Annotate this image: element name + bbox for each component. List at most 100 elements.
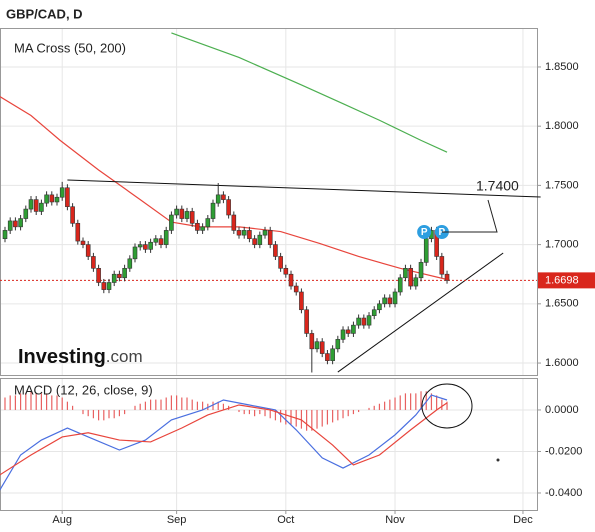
y-tick-label: 1.8500 — [545, 61, 579, 73]
candle-body — [179, 208, 185, 219]
macd-label: MACD (12, 26, close, 9) — [14, 382, 153, 397]
candle-body — [39, 202, 44, 212]
chart-title: GBP/CAD, D — [6, 6, 83, 21]
candle-body — [80, 240, 86, 245]
candle-body — [54, 196, 60, 203]
candle-body — [403, 267, 408, 279]
candle-body — [247, 230, 252, 239]
marker-label: P — [438, 227, 445, 238]
candle-body — [226, 199, 231, 216]
candle-body — [314, 341, 320, 350]
candle-body — [377, 303, 382, 311]
candle-body — [163, 230, 169, 245]
candle-body — [392, 291, 398, 305]
indicator-line — [337, 252, 504, 373]
logo: Investing.com — [18, 346, 143, 368]
candle-body — [70, 206, 75, 224]
candle-body — [371, 309, 377, 316]
y-tick-label: -0.0400 — [545, 487, 582, 499]
candle-body — [345, 329, 351, 334]
candle-body — [85, 244, 91, 257]
annotation-pointer — [442, 199, 498, 233]
marker-label: P — [421, 227, 428, 238]
candle-body — [28, 199, 34, 210]
candle-body — [174, 208, 179, 216]
candle-body — [23, 208, 29, 219]
candle-body — [366, 315, 372, 326]
candle-body — [137, 244, 143, 248]
logo-name: Investing — [18, 346, 106, 368]
candle-body — [304, 309, 309, 334]
candle-body — [319, 341, 325, 354]
candle-body — [335, 339, 341, 350]
candle-body — [340, 329, 346, 340]
candle-body — [293, 285, 299, 293]
x-tick-label: Aug — [52, 514, 72, 526]
candle-body — [267, 230, 273, 245]
indicator-line — [0, 394, 448, 491]
candle-body — [122, 267, 127, 279]
candle-body — [231, 214, 237, 231]
annotation: 1.7400 — [476, 178, 519, 194]
candle-body — [148, 241, 153, 250]
indicator-line — [67, 179, 541, 198]
candle-body — [153, 238, 159, 243]
candle-body — [75, 222, 81, 242]
candle-body — [257, 234, 263, 245]
macd-panel — [0, 378, 538, 511]
candle-body — [309, 333, 315, 350]
candle-body — [356, 317, 361, 326]
y-tick-label: 0.0000 — [545, 404, 579, 416]
candle-body — [127, 258, 133, 269]
candle-body — [351, 324, 356, 334]
candle-body — [221, 194, 226, 200]
candle-body — [59, 187, 65, 198]
indicator-label: MA Cross (50, 200) — [14, 40, 126, 55]
y-tick-label: 1.6500 — [545, 298, 579, 310]
candle-body — [444, 273, 450, 281]
candle-body — [65, 187, 70, 208]
indicator-line — [0, 96, 450, 281]
candle-body — [200, 226, 205, 231]
candle-body — [262, 230, 268, 236]
indicator-line — [171, 32, 448, 153]
candle-body — [184, 211, 190, 219]
candle-body — [143, 244, 148, 250]
logo-suffix: .com — [106, 347, 143, 366]
candle-body — [439, 256, 445, 275]
candle-body — [423, 238, 429, 263]
x-tick-label: Dec — [513, 514, 533, 526]
candle-body — [189, 211, 195, 224]
x-tick-label: Nov — [385, 514, 405, 526]
candle-body — [387, 297, 393, 305]
highlight-ellipse — [421, 383, 473, 429]
candle-body — [91, 256, 96, 269]
candle-body — [2, 230, 8, 239]
candle-body — [299, 291, 304, 311]
last-price-label: 1.6698 — [545, 274, 579, 286]
candle-body — [325, 353, 330, 361]
candle-body — [382, 297, 387, 305]
candle-body — [288, 273, 294, 287]
candle-body — [241, 230, 247, 236]
price-panel — [0, 28, 538, 376]
y-tick-label: 1.7500 — [545, 179, 579, 191]
candle-body — [101, 282, 107, 290]
candle-body — [158, 238, 164, 245]
candle-body — [361, 317, 367, 326]
candle-body — [49, 194, 55, 203]
candle-body — [117, 273, 122, 279]
dot — [496, 458, 500, 462]
candle-body — [236, 230, 242, 236]
candle-body — [132, 246, 138, 260]
candle-body — [215, 194, 221, 204]
x-tick-label: Sep — [167, 514, 187, 526]
marker — [434, 225, 449, 239]
candle-body — [44, 194, 49, 204]
candle-body — [397, 277, 403, 293]
candle-body — [33, 199, 39, 212]
last-price-box — [538, 272, 595, 289]
candle-body — [111, 273, 117, 283]
candle-body — [195, 222, 200, 231]
